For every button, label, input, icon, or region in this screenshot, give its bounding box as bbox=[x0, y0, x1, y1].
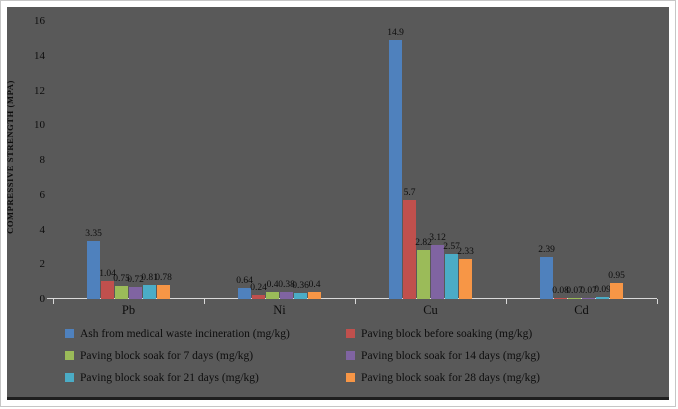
x-axis-tick bbox=[355, 299, 356, 304]
x-axis-category-label: Pb bbox=[121, 303, 136, 317]
bar-cu-series-4 bbox=[444, 254, 458, 299]
y-tick-label: 16 bbox=[34, 15, 45, 27]
legend-label: Ash from medical waste incineration (mg/… bbox=[80, 327, 290, 340]
data-label: 14.9 bbox=[387, 28, 404, 39]
bar-pb-series-2 bbox=[114, 285, 128, 299]
bar-cd-series-5 bbox=[609, 282, 623, 299]
bar-pb-series-5 bbox=[156, 285, 170, 299]
x-axis-tick bbox=[53, 299, 54, 304]
x-axis-line bbox=[47, 298, 657, 299]
data-label: 0.95 bbox=[608, 270, 625, 281]
x-axis-tick bbox=[657, 299, 658, 304]
legend-item-series-3: Paving block soak for 14 days (mg/kg) bbox=[346, 349, 663, 362]
data-label: 0.07 bbox=[566, 285, 583, 296]
x-axis-tick bbox=[506, 299, 507, 304]
bar-cu-series-1 bbox=[402, 199, 416, 299]
data-label: 0.38 bbox=[278, 280, 295, 291]
y-tick-label: 12 bbox=[34, 84, 45, 97]
data-label: 3.12 bbox=[429, 232, 446, 243]
legend-label: Paving block soak for 21 days (mg/kg) bbox=[80, 371, 259, 384]
plot-area: 3.35 1.04 0.75 0.72 0.81 0.78 0.64 0.24 0.4 0.38 0… bbox=[47, 21, 658, 304]
legend-label: Paving block soak for 7 days (mg/kg) bbox=[80, 349, 254, 362]
bar-pb-series-4 bbox=[142, 284, 156, 299]
data-label: 0.78 bbox=[155, 273, 172, 284]
legend-marker-icon bbox=[346, 351, 356, 360]
bar-cd-series-0 bbox=[539, 257, 553, 299]
data-label: 0.64 bbox=[236, 275, 253, 286]
legend: Ash from medical waste incineration (mg/… bbox=[65, 327, 663, 384]
bar-ni-series-4 bbox=[293, 292, 307, 299]
legend-label: Paving block before soaking (mg/kg) bbox=[361, 327, 533, 340]
bar-pb-series-0 bbox=[86, 240, 100, 299]
legend-marker-icon bbox=[65, 351, 74, 360]
data-label: 0.24 bbox=[250, 282, 267, 293]
y-tick-label: 6 bbox=[39, 188, 46, 201]
data-label: 3.35 bbox=[85, 228, 102, 239]
y-tick-label: 14 bbox=[34, 49, 45, 62]
data-label: 2.33 bbox=[457, 246, 474, 257]
data-label: 0.09 bbox=[594, 285, 611, 296]
bar-ni-series-1 bbox=[251, 294, 265, 299]
x-axis-category-label: Cu bbox=[423, 303, 438, 317]
data-label: 0.4 bbox=[266, 280, 279, 291]
bar-cd-series-4 bbox=[595, 297, 609, 299]
data-label: 5.7 bbox=[403, 187, 416, 198]
data-label: 2.57 bbox=[443, 242, 460, 253]
legend-item-series-2: Paving block soak for 7 days (mg/kg) bbox=[65, 349, 346, 362]
data-label: 0.81 bbox=[141, 272, 158, 283]
bar-pb-series-3 bbox=[128, 286, 142, 299]
legend-item-series-1: Paving block before soaking (mg/kg) bbox=[346, 327, 663, 340]
legend-marker-icon bbox=[65, 329, 74, 338]
bar-cu-series-5 bbox=[458, 258, 472, 299]
y-tick-label: 4 bbox=[39, 223, 46, 236]
bar-ni-series-5 bbox=[307, 292, 321, 299]
data-label: 0.07 bbox=[580, 285, 597, 296]
legend-item-series-5: Paving block soak for 28 days (mg/kg) bbox=[346, 371, 663, 384]
data-label: 0.36 bbox=[292, 280, 309, 291]
legend-marker-icon bbox=[65, 373, 74, 382]
legend-label: Paving block soak for 14 days (mg/kg) bbox=[361, 349, 540, 362]
bar-pb-series-1 bbox=[100, 280, 114, 299]
bar-cu-series-0 bbox=[388, 40, 402, 299]
legend-marker-icon bbox=[346, 373, 356, 382]
bar-cu-series-2 bbox=[416, 250, 430, 299]
y-tick-label: 0 bbox=[39, 293, 46, 305]
data-label: 0.4 bbox=[308, 280, 321, 291]
bar-ni-series-3 bbox=[279, 292, 293, 299]
bar-cd-series-3 bbox=[581, 297, 595, 299]
data-label: 2.39 bbox=[538, 245, 555, 256]
y-tick-label: 8 bbox=[39, 154, 46, 166]
bar-cd-series-2 bbox=[567, 297, 581, 299]
x-axis-labels: Pb Ni Cu Cd bbox=[53, 303, 657, 319]
data-label: 1.04 bbox=[99, 268, 116, 279]
legend-label: Paving block soak for 28 days (mg/kg) bbox=[361, 371, 540, 384]
bar-ni-series-2 bbox=[265, 292, 279, 299]
x-axis-category-label: Ni bbox=[273, 303, 286, 317]
bar-ni-series-0 bbox=[237, 287, 251, 299]
legend-marker-icon bbox=[346, 329, 356, 338]
x-axis-tick bbox=[204, 299, 205, 304]
data-label: 0.08 bbox=[552, 285, 569, 296]
data-label: 0.75 bbox=[113, 273, 130, 284]
y-axis: 0 2 4 6 8 10 12 14 16 bbox=[7, 15, 49, 305]
data-label: 0.72 bbox=[127, 274, 144, 285]
y-tick-label: 2 bbox=[39, 258, 46, 271]
legend-item-series-0: Ash from medical waste incineration (mg/… bbox=[65, 327, 346, 340]
bar-chart: COMPRESSIVE STRENGTH (MPA) 0 2 4 6 8 10 12 14 16… bbox=[7, 7, 669, 400]
x-axis-category-label: Cd bbox=[574, 303, 589, 317]
legend-item-series-4: Paving block soak for 21 days (mg/kg) bbox=[65, 371, 346, 384]
bar-cu-series-3 bbox=[430, 244, 444, 299]
bar-cd-series-1 bbox=[553, 297, 567, 299]
y-tick-label: 10 bbox=[34, 119, 45, 132]
data-label: 2.82 bbox=[415, 238, 432, 249]
